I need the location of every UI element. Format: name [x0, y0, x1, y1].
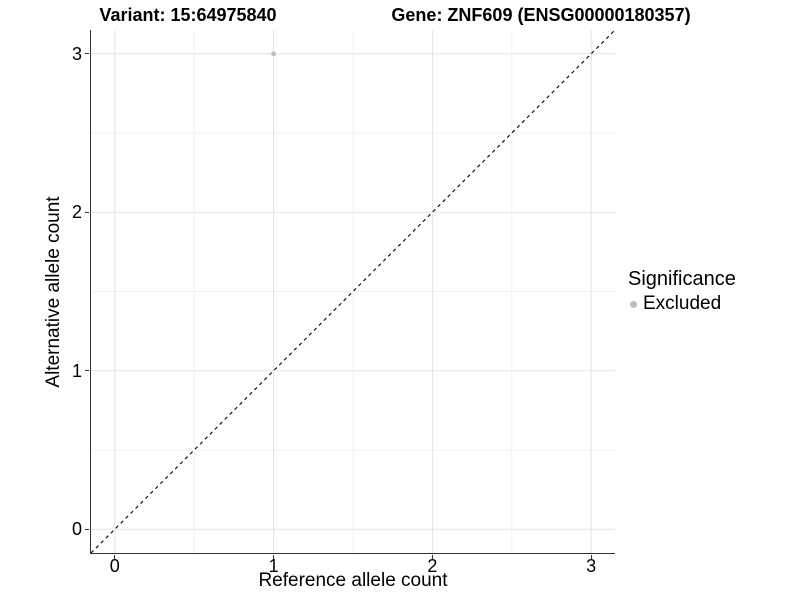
- x-tick-label: 3: [586, 556, 597, 576]
- x-tick-label: 2: [427, 556, 438, 576]
- x-tick-mark: [273, 554, 275, 559]
- x-tick-mark: [431, 554, 433, 559]
- variant-title: Variant: 15:64975840: [99, 5, 277, 25]
- x-tick-label: 1: [268, 556, 279, 576]
- plot-panel: [89, 30, 615, 554]
- legend-point-icon: [630, 300, 637, 308]
- legend: Significance Excluded: [628, 268, 736, 315]
- x-tick-label: 0: [109, 556, 120, 576]
- legend-title: Significance: [628, 268, 736, 290]
- y-axis-title: Alternative allele count: [43, 196, 64, 388]
- y-tick-mark: [85, 370, 89, 372]
- y-tick-label: 2: [71, 202, 82, 223]
- y-tick-mark: [85, 53, 89, 55]
- x-tick-mark: [590, 554, 592, 559]
- gene-title: Gene: ZNF609 (ENSG00000180357): [391, 5, 691, 25]
- identity-reference-line: [90, 30, 615, 553]
- legend-items: Excluded: [628, 293, 736, 315]
- x-tick-mark: [114, 554, 116, 559]
- y-tick-mark: [85, 211, 89, 213]
- scatter-plot-canvas: [90, 30, 615, 553]
- y-tick-mark: [85, 528, 89, 530]
- y-tick-label: 3: [71, 43, 82, 64]
- legend-item-excluded: Excluded: [630, 293, 736, 315]
- data-point-excluded: [270, 51, 276, 57]
- y-tick-label: 0: [71, 519, 82, 540]
- legend-item-label: Excluded: [643, 293, 722, 314]
- x-axis-title: Reference allele count: [258, 570, 448, 591]
- y-tick-label: 1: [71, 360, 82, 381]
